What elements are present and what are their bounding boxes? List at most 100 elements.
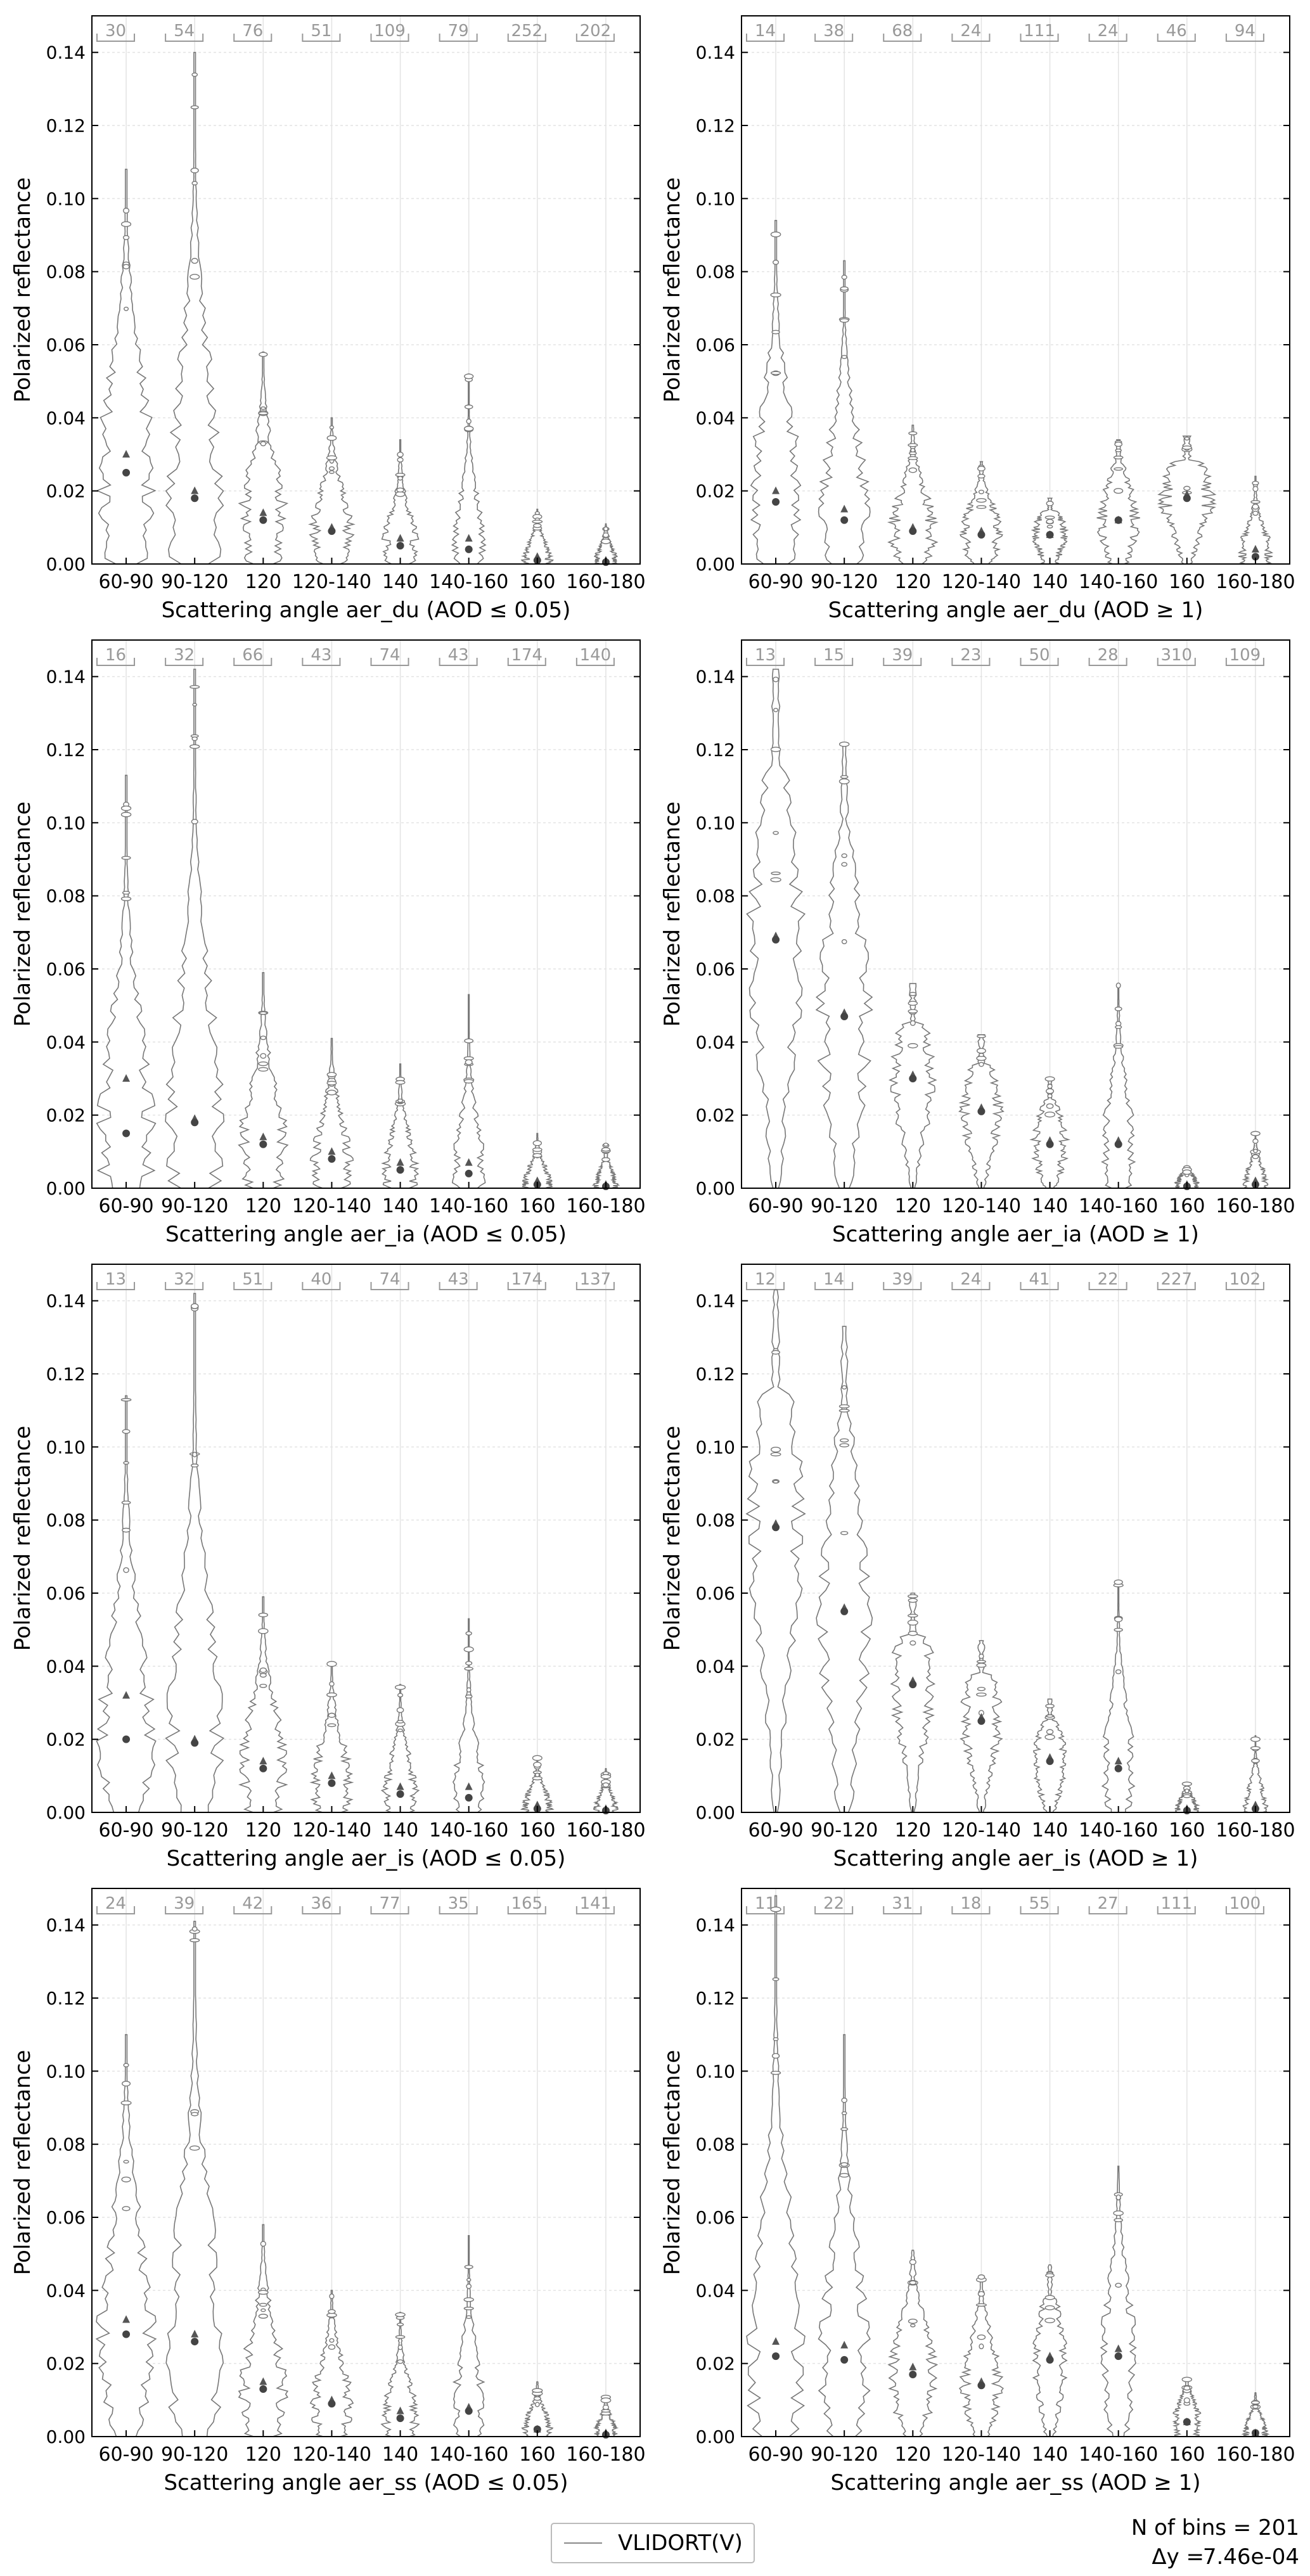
outlier-point — [123, 2063, 129, 2068]
median-marker — [1046, 1140, 1054, 1148]
y-tick-label: 0.10 — [696, 188, 735, 209]
x-tick-label: 90-120 — [161, 1819, 228, 1842]
x-tick-label: 120-140 — [942, 1819, 1021, 1842]
x-tick-label: 140 — [382, 2444, 418, 2466]
median-marker — [1114, 1764, 1122, 1772]
x-tick-label: 90-120 — [811, 1195, 878, 1217]
outlier-point — [1181, 2376, 1193, 2383]
outlier-point — [396, 2323, 404, 2327]
outlier-point — [1252, 504, 1259, 510]
count-label: 227 — [1160, 1270, 1192, 1289]
count-bracket — [814, 34, 854, 42]
count-label: 32 — [174, 646, 195, 665]
outlier-point — [189, 744, 200, 749]
count-label: 13 — [105, 1270, 126, 1289]
y-tick-label: 0.02 — [696, 1105, 735, 1126]
outlier-point — [1044, 1112, 1056, 1118]
outlier-point — [1046, 1729, 1054, 1735]
y-tick-label: 0.06 — [46, 335, 86, 356]
count-label: 22 — [1098, 1270, 1119, 1289]
x-tick-label: 60-90 — [748, 1195, 803, 1217]
outlier-point — [1114, 467, 1124, 471]
plot-frame — [741, 639, 1290, 1189]
violin-90-120 — [165, 51, 224, 565]
x-tick-label: 160 — [1169, 571, 1205, 593]
count-label: 46 — [1166, 22, 1187, 41]
x-tick-label: 140-160 — [1079, 1195, 1158, 1217]
outlier-point — [464, 404, 473, 409]
outlier-point — [1047, 1093, 1053, 1099]
outlier-point — [258, 1061, 269, 1067]
outlier-point — [841, 939, 847, 944]
count-label: 43 — [448, 1270, 469, 1289]
y-tick-label: 0.14 — [46, 42, 86, 63]
outlier-point — [841, 862, 848, 867]
y-axis-label: Polarized reflectance — [660, 2050, 685, 2275]
mean-marker — [396, 534, 404, 542]
outlier-point — [466, 418, 472, 425]
count-bracket — [439, 1906, 478, 1914]
mean-marker — [1114, 1757, 1122, 1765]
count-bracket — [1157, 658, 1196, 666]
outlier-point — [907, 1594, 918, 1599]
median-marker — [772, 497, 780, 506]
outlier-point — [260, 1053, 267, 1059]
x-axis-label: Scattering angle aer_is (AOD ≤ 0.05) — [167, 1846, 566, 1871]
x-tick-label: 160 — [1169, 1195, 1205, 1217]
median-marker — [259, 516, 267, 524]
outlier-point — [602, 532, 609, 538]
outlier-point — [395, 1080, 406, 1085]
count-label: 30 — [105, 22, 126, 41]
median-marker — [396, 1790, 404, 1798]
outlier-point — [977, 1034, 986, 1039]
y-tick-label: 0.12 — [696, 740, 735, 760]
outlier-point — [397, 1693, 404, 1698]
violin-60-90 — [96, 169, 157, 565]
outlier-point — [190, 1463, 199, 1468]
y-tick-label: 0.06 — [46, 959, 86, 980]
outlier-point — [600, 2397, 612, 2404]
count-bracket — [575, 1282, 615, 1290]
outlier-point — [326, 455, 338, 461]
panel-3: 16 32 66 43 74 43 174 140 0.00 0.02 0.04 0.06 0.08 0.… — [10, 639, 646, 1247]
outlier-point — [772, 1977, 780, 1982]
y-tick-label: 0.14 — [696, 1291, 735, 1312]
x-tick-label: 140 — [382, 1195, 418, 1217]
outlier-point — [397, 451, 404, 458]
outlier-point — [603, 1143, 609, 1147]
count-bracket — [951, 1282, 991, 1290]
outlier-point — [532, 1147, 543, 1152]
y-axis-label: Polarized reflectance — [660, 802, 685, 1027]
count-bracket — [507, 34, 546, 42]
violin-60-90 — [745, 1289, 806, 1813]
outlier-point — [1115, 2194, 1121, 2201]
count-label: 165 — [511, 1894, 543, 1913]
outlier-point — [908, 1009, 918, 1014]
outlier-point — [840, 2162, 849, 2167]
mean-marker — [1251, 544, 1259, 553]
outlier-point — [1181, 1781, 1192, 1786]
count-label: 140 — [580, 646, 612, 665]
outlier-point — [976, 1662, 987, 1668]
outlier-point — [1044, 1076, 1055, 1082]
outlier-point — [602, 2404, 610, 2411]
x-tick-label: 90-120 — [161, 2444, 228, 2466]
x-tick-label: 120-140 — [942, 2444, 1021, 2466]
median-marker — [1046, 2355, 1054, 2364]
outlier-point — [773, 831, 779, 835]
y-tick-label: 0.08 — [46, 262, 86, 283]
x-tick-label: 140 — [382, 1819, 418, 1842]
outlier-point — [770, 371, 781, 375]
x-tick-label: 160 — [519, 571, 555, 593]
panel-1: 30 54 76 51 109 79 252 202 0.00 0.02 0.04 0.06 0.08 0… — [10, 15, 646, 623]
outlier-point — [977, 466, 986, 471]
x-tick-label: 140-160 — [429, 1195, 508, 1217]
count-bracket — [96, 658, 136, 666]
count-label: 77 — [379, 1894, 400, 1913]
outlier-point — [258, 1628, 269, 1634]
median-marker — [122, 1129, 131, 1137]
x-tick-label: 140-160 — [1079, 1819, 1158, 1842]
outlier-point — [464, 373, 474, 380]
count-label: 42 — [242, 1894, 263, 1913]
outlier-point — [397, 476, 403, 481]
